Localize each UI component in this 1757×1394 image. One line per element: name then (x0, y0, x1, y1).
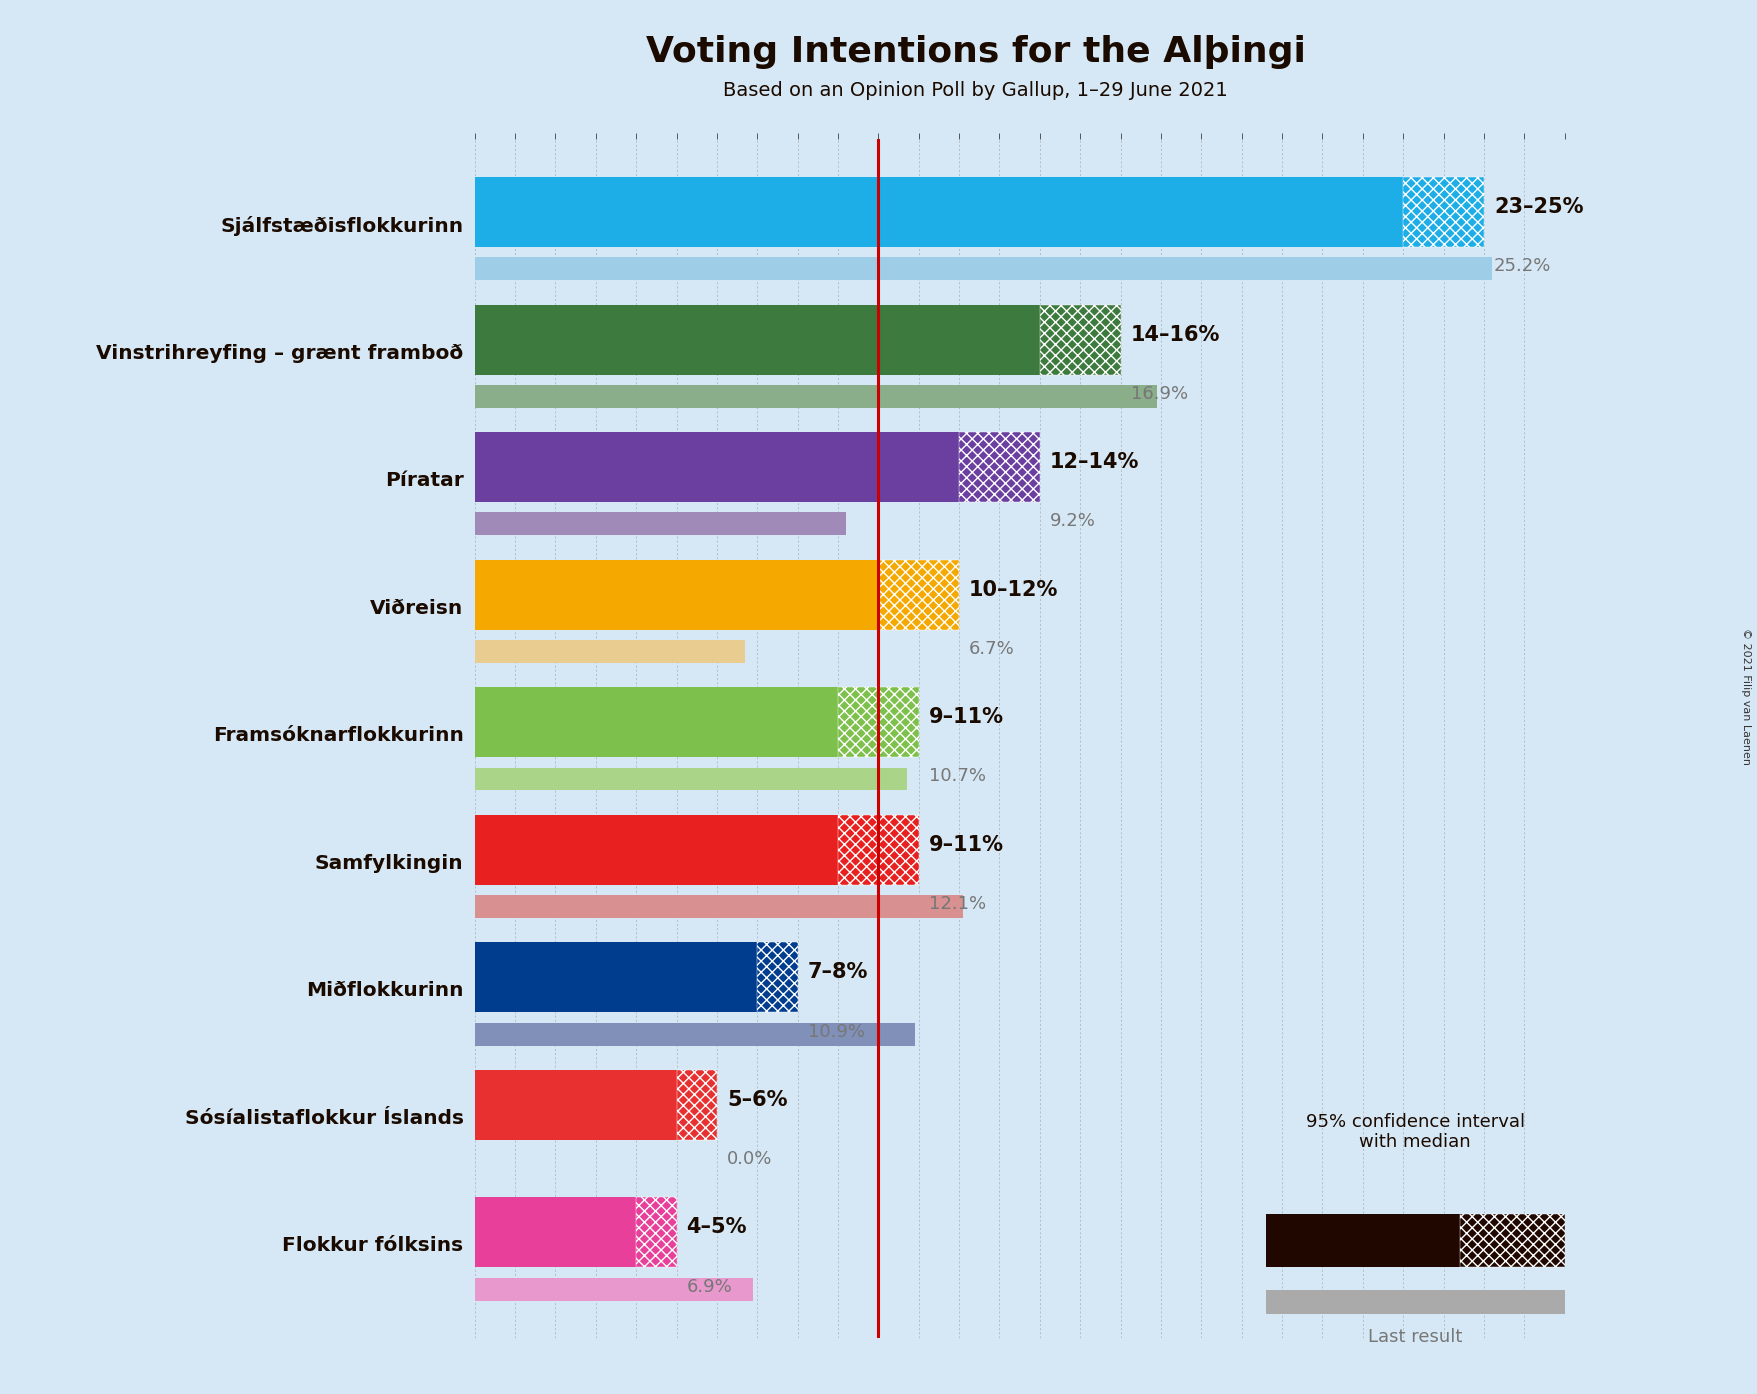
Bar (474, 687, 838, 757)
Bar (474, 385, 1156, 408)
Text: 6.7%: 6.7% (968, 640, 1014, 658)
Text: 10.7%: 10.7% (928, 768, 986, 785)
Bar (838, 814, 919, 885)
Text: 25.2%: 25.2% (1493, 258, 1550, 275)
Text: 10.9%: 10.9% (806, 1023, 864, 1040)
Text: 0.0%: 0.0% (727, 1150, 771, 1168)
Text: © 2021 Filip van Laenen: © 2021 Filip van Laenen (1739, 629, 1750, 765)
Bar (474, 1069, 676, 1140)
Text: 12–14%: 12–14% (1049, 452, 1139, 473)
Bar (474, 640, 745, 664)
Bar (474, 304, 1038, 375)
Text: 5–6%: 5–6% (727, 1090, 787, 1110)
Bar (1402, 177, 1483, 247)
Text: 9–11%: 9–11% (928, 835, 1003, 855)
Text: 9–11%: 9–11% (928, 707, 1003, 728)
Text: 16.9%: 16.9% (1130, 385, 1188, 403)
Text: 9.2%: 9.2% (1049, 513, 1095, 530)
Text: Based on an Opinion Poll by Gallup, 1–29 June 2021: Based on an Opinion Poll by Gallup, 1–29… (722, 81, 1228, 100)
Bar (474, 814, 838, 885)
Text: 6.9%: 6.9% (687, 1277, 733, 1295)
Bar (474, 432, 959, 502)
Bar (1458, 1214, 1564, 1267)
Text: 95% confidence interval
with median: 95% confidence interval with median (1305, 1112, 1523, 1151)
Bar (474, 559, 878, 630)
Bar (757, 942, 798, 1012)
Text: 14–16%: 14–16% (1130, 325, 1219, 344)
Bar (838, 687, 919, 757)
Bar (474, 1023, 914, 1046)
Bar (474, 768, 907, 790)
Text: 12.1%: 12.1% (928, 895, 986, 913)
Text: Voting Intentions for the Alþingi: Voting Intentions for the Alþingi (645, 35, 1305, 68)
Text: Last result: Last result (1367, 1328, 1462, 1347)
Text: 10–12%: 10–12% (968, 580, 1058, 599)
Bar (676, 1069, 717, 1140)
Bar (1038, 304, 1119, 375)
Bar (474, 1197, 636, 1267)
Bar (474, 942, 757, 1012)
Text: 23–25%: 23–25% (1493, 197, 1583, 217)
Bar (878, 559, 959, 630)
Bar (474, 177, 1402, 247)
Text: 4–5%: 4–5% (687, 1217, 747, 1238)
Text: 7–8%: 7–8% (806, 962, 868, 983)
Bar (1265, 1289, 1564, 1315)
Bar (474, 895, 963, 919)
Bar (474, 258, 1492, 280)
Bar (1265, 1214, 1458, 1267)
Bar (474, 513, 845, 535)
Bar (474, 1278, 752, 1301)
Bar (959, 432, 1038, 502)
Bar (636, 1197, 676, 1267)
